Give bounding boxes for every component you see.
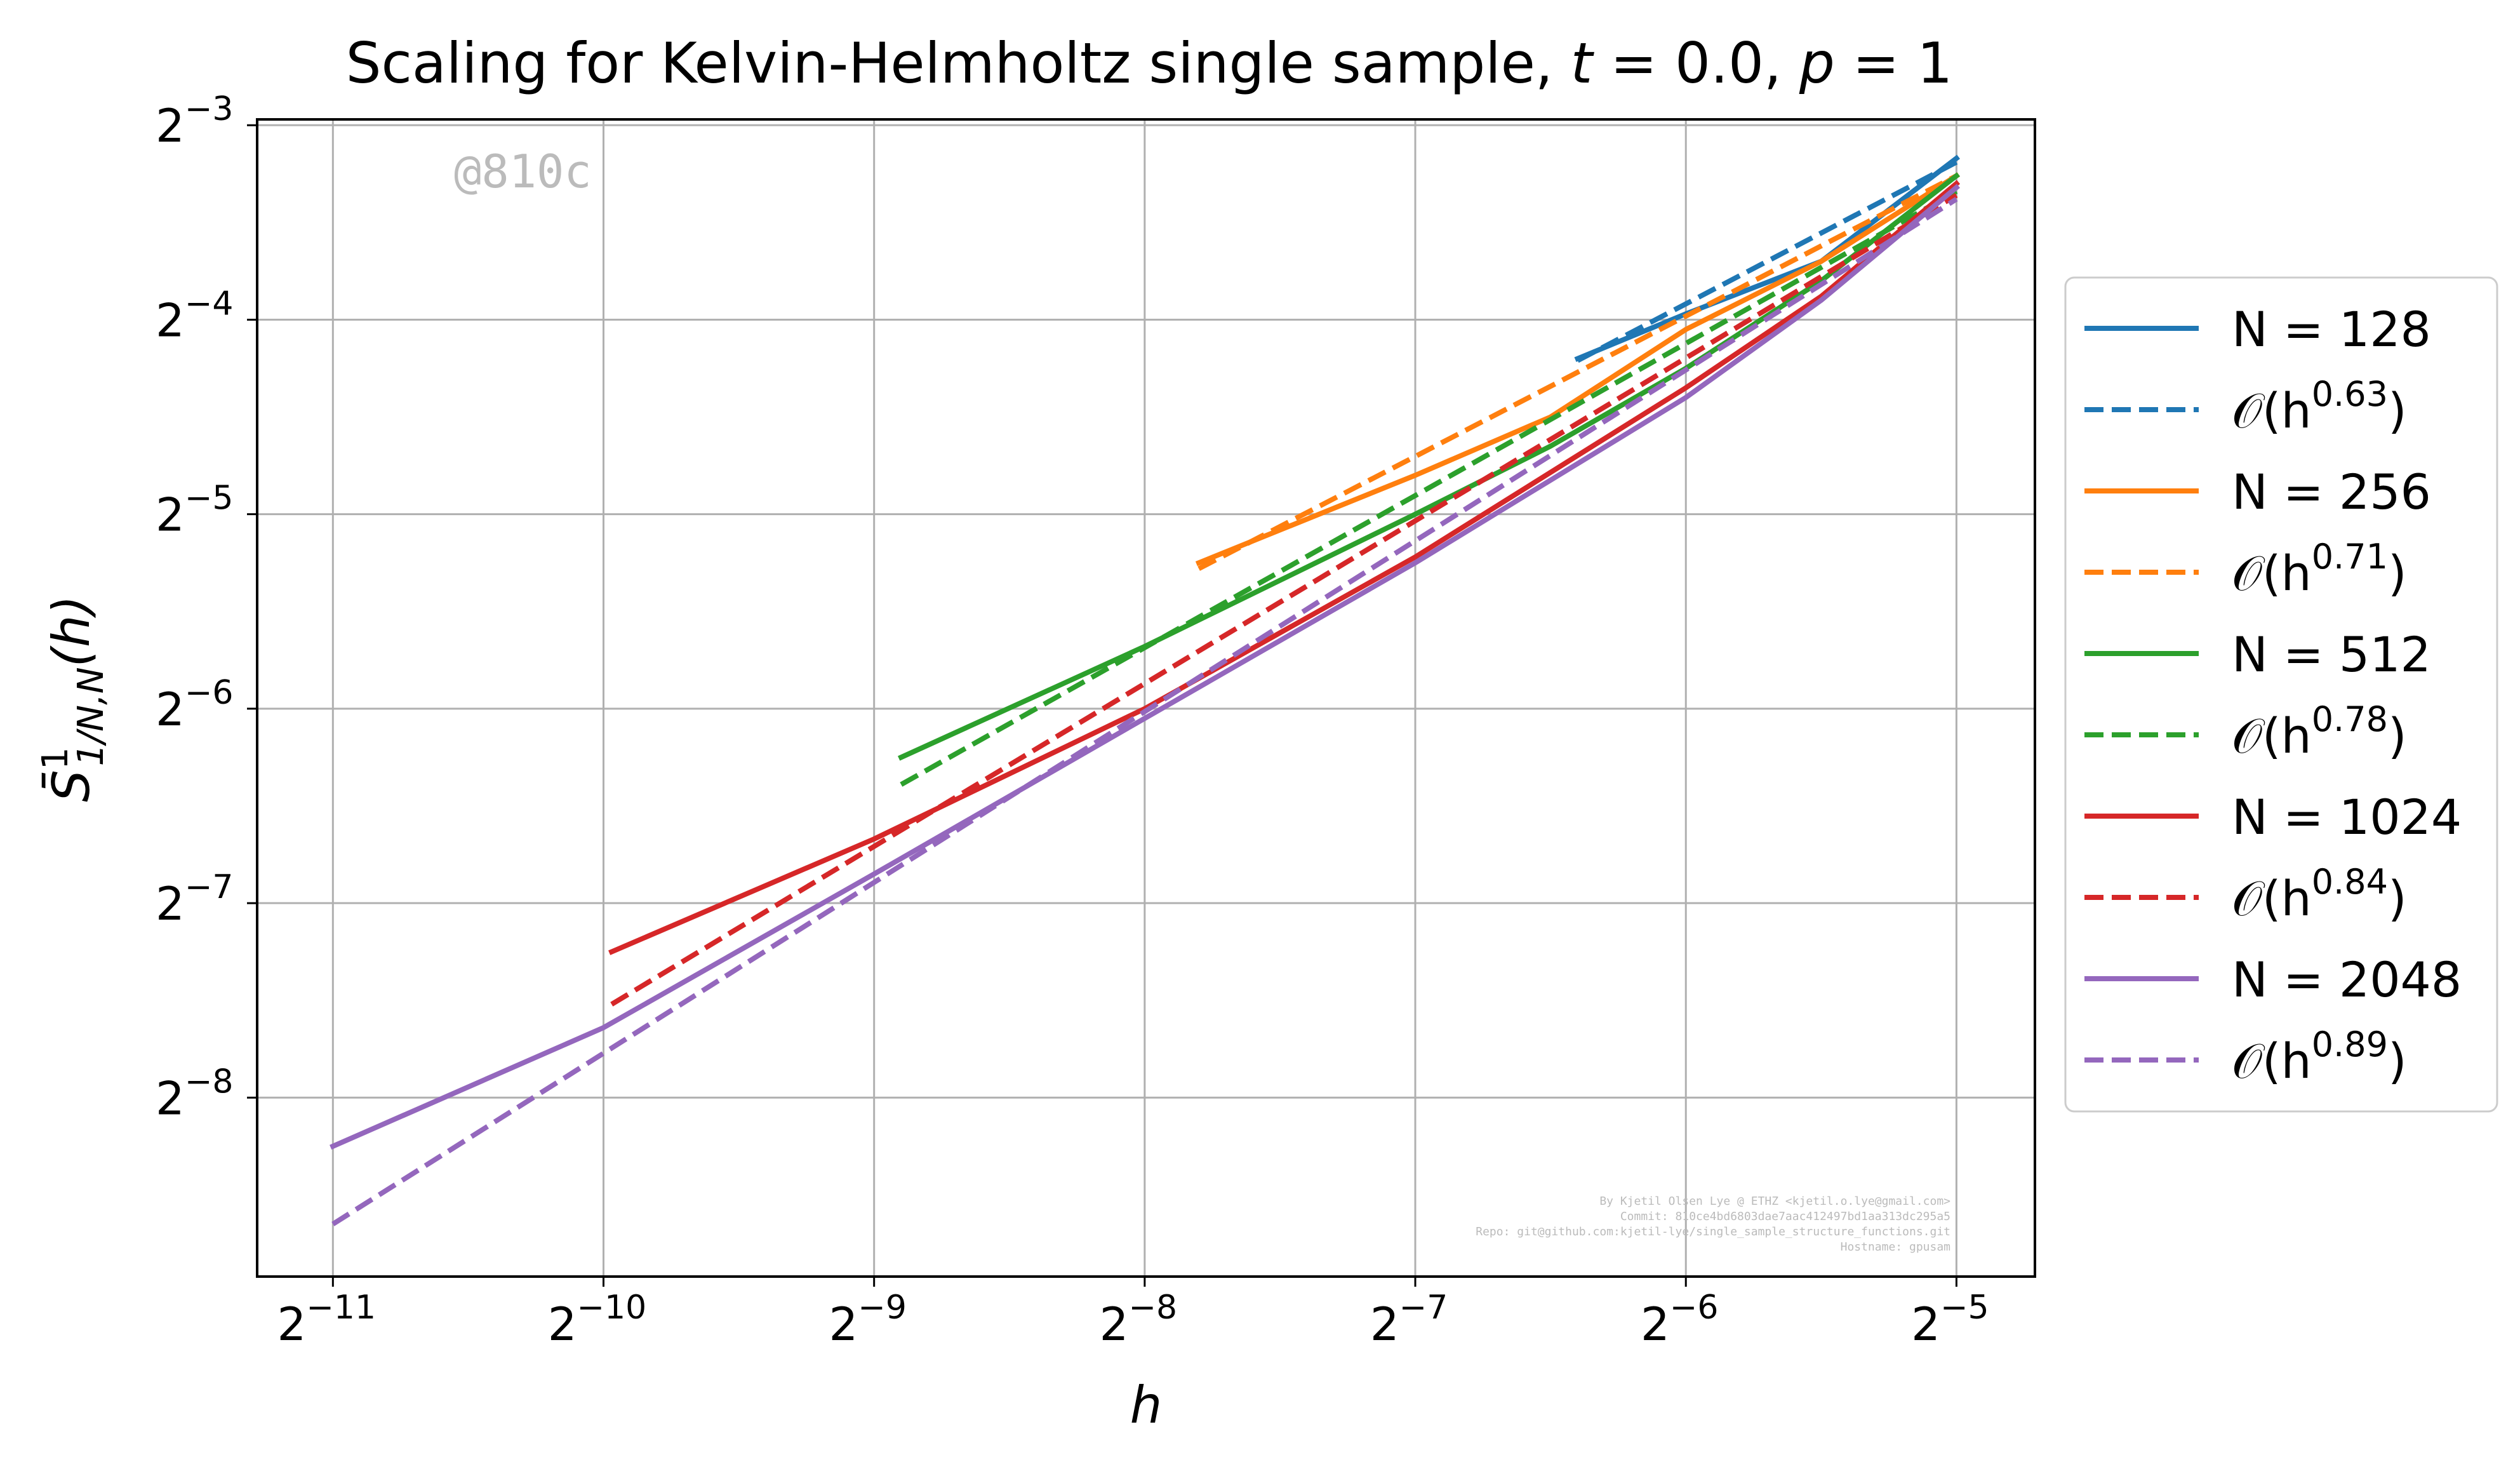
series-group [330,154,1961,1226]
stamp-label: @810c [454,145,592,198]
x-tick-label: 2−11 [277,1289,377,1351]
series-line [1576,159,1958,363]
chart-title: Scaling for Kelvin-Helmholtz single samp… [346,30,1953,96]
x-axis-label: h [1130,1376,1163,1435]
series-line [610,192,1958,1007]
series-line [331,197,1958,1226]
legend-label: N = 1024 [2232,789,2462,845]
footer-line-1: By Kjetil Olsen Lye @ ETHZ <kjetil.o.lye… [1599,1195,1950,1208]
footer-credits: By Kjetil Olsen Lye @ ETHZ <kjetil.o.lye… [1476,1195,1950,1254]
series-line [900,189,1958,787]
svg-text:S̄11/N,N(h): S̄11/N,N(h) [35,595,112,802]
footer-line-4: Hostname: gpusam [1841,1240,1950,1254]
legend-box [2064,276,2498,1113]
plot-frame [256,118,2036,1278]
series-line [608,180,1961,955]
y-axis-label: S̄11/N,N(h) [35,595,112,802]
footer-line-2: Commit: 810ce4bd6803dae7aac412497bd1aa31… [1620,1210,1950,1223]
legend-label: N = 2048 [2232,951,2462,1008]
legend-label: 𝒪(h0.84) [2232,862,2407,927]
series-line [1195,172,1960,567]
legend-label: N = 256 [2232,464,2431,520]
series-line [1197,173,1958,571]
legend-label: N = 128 [2232,301,2431,358]
footer-line-3: Repo: git@github.com:kjetil-lye/single_s… [1476,1225,1950,1238]
legend-label: N = 512 [2232,626,2431,683]
series-line [330,184,1961,1150]
